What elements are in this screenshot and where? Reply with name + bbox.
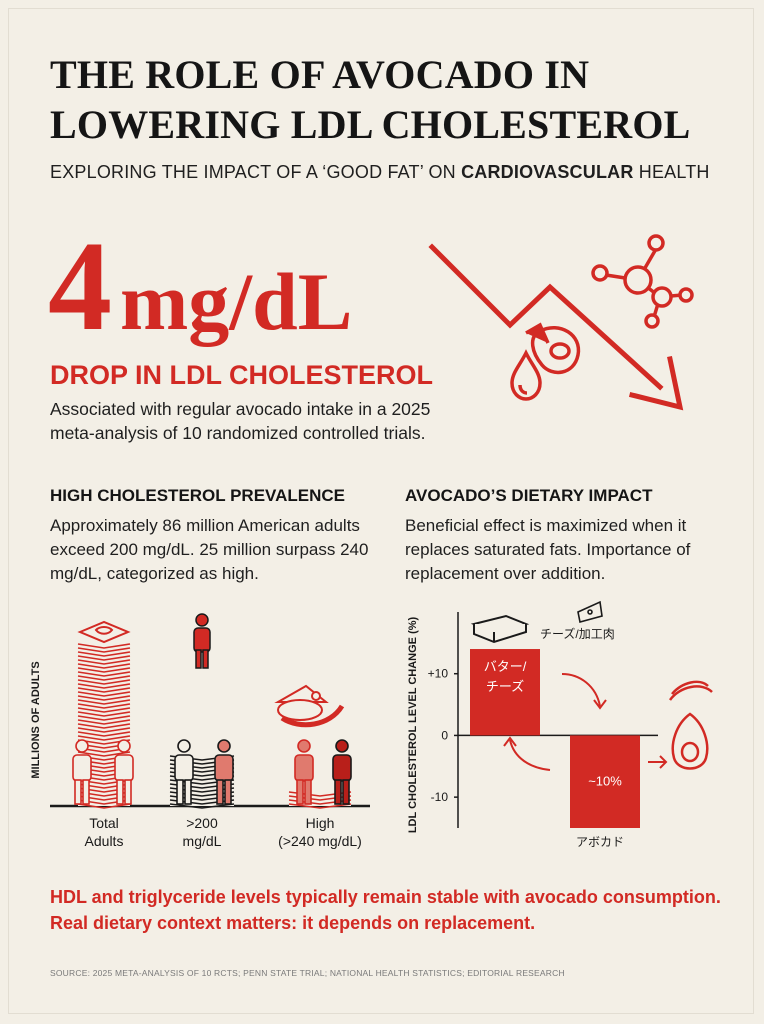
subtitle-pre: EXPLORING THE IMPACT OF A ‘GOOD FAT’ ON [50, 162, 462, 182]
prevalence-bar-layer [77, 659, 131, 665]
page-frame [8, 8, 754, 1014]
prevalence-bar-layer [77, 707, 131, 713]
prevalence-bar-layer [77, 711, 131, 717]
footer-note-line-1: HDL and triglyceride levels typically re… [50, 887, 721, 907]
prevalence-bar-layer [77, 751, 131, 757]
prevalence-bar-layer [77, 691, 131, 697]
prevalence-category-label: Total [89, 815, 119, 831]
butter-icon [470, 614, 530, 644]
person-icon [174, 739, 194, 805]
prevalence-bar-layer [169, 803, 235, 809]
person-icon [214, 739, 234, 805]
prevalence-bar-layer [77, 663, 131, 669]
subtitle-post: HEALTH [633, 162, 710, 182]
impact-y-axis-label: LDL CHOLESTEROL LEVEL CHANGE (%) [407, 616, 419, 833]
arrow-up [509, 739, 551, 771]
footer-note-line-2: Real dietary context matters: it depends… [50, 913, 536, 933]
prevalence-bar-layer [77, 699, 131, 705]
droplet-icon [510, 349, 542, 401]
prevalence-bar-layer [77, 683, 131, 689]
footer-note: HDL and triglyceride levels typically re… [50, 884, 740, 936]
impact-chart: LDL CHOLESTEROL LEVEL CHANGE (%) +10 0 -10… [407, 600, 713, 849]
prevalence-bar-layer [77, 715, 131, 721]
impact-y-tick-label: 0 [441, 728, 448, 742]
arrowhead [593, 699, 607, 710]
impact-bar [570, 735, 640, 828]
prevalence-bar-layer [77, 803, 131, 809]
impact-bar [470, 649, 540, 736]
prevalence-bar-layer [77, 651, 131, 657]
impact-y-tick-label: +10 [428, 667, 449, 681]
prevalence-bar-layer [77, 695, 131, 701]
prevalence-bar-layer [77, 719, 131, 725]
downtrend-arrow-icon [428, 243, 684, 411]
prevalence-category-label: Adults [85, 833, 124, 849]
prevalence-description: Approximately 86 million American adults… [50, 516, 369, 583]
headline-stat-description: Associated with regular avocado intake i… [50, 399, 431, 443]
person-on-top-icon [193, 613, 211, 669]
prevalence-category-label: High [306, 815, 335, 831]
hero-illustration [428, 234, 694, 411]
page-title: THE ROLE OF AVOCADO IN LOWERING LDL CHOL… [50, 50, 730, 150]
total-stack-cap-icon [77, 620, 131, 644]
person-icon [114, 739, 134, 805]
title-line-1: THE ROLE OF AVOCADO IN [50, 52, 590, 97]
headline-stat-value: 4mg/dL [48, 222, 352, 350]
prevalence-category-label: mg/dL [183, 833, 222, 849]
arrowhead [503, 736, 517, 747]
person-icon [332, 739, 352, 805]
prevalence-bar-layer [77, 687, 131, 693]
prevalence-bar-layer [77, 647, 131, 653]
impact-bar-label: ~10% [588, 774, 622, 789]
prevalence-bar-layer [77, 671, 131, 677]
arrow-down [561, 673, 601, 707]
page-subtitle: EXPLORING THE IMPACT OF A ‘GOOD FAT’ ON … [50, 160, 730, 184]
sausage-icon [668, 680, 713, 701]
molecule-icon [591, 234, 694, 329]
prevalence-bar-layer [77, 643, 131, 649]
prevalence-category-label: >200 [186, 815, 218, 831]
impact-bar-label: チーズ [486, 679, 524, 694]
headline-stat-number: 4 [48, 215, 112, 357]
prevalence-category-label: (>240 mg/dL) [278, 833, 362, 849]
meat-icon [525, 322, 581, 375]
prevalence-chart: MILLIONS OF ADULTS Total Adults >200 mg/dL H… [30, 613, 370, 849]
prevalence-title: HIGH CHOLESTEROL PREVALENCE [50, 486, 346, 505]
food-pile-icon [274, 684, 345, 728]
prevalence-y-axis-label: MILLIONS OF ADULTS [30, 661, 42, 778]
arrowhead [659, 755, 668, 769]
person-icon [72, 739, 92, 805]
subtitle-bold: CARDIOVASCULAR [461, 162, 634, 182]
prevalence-bar-layer [77, 667, 131, 673]
impact-description: Beneficial effect is maximized when it r… [405, 516, 691, 583]
impact-title: AVOCADO’S DIETARY IMPACT [405, 486, 653, 505]
impact-y-tick-label: -10 [431, 790, 449, 804]
impact-bottom-annotation: アボカド [576, 835, 624, 849]
person-icon [294, 739, 314, 805]
prevalence-bar-layer [77, 675, 131, 681]
impact-top-annotation: チーズ/加工肉 [540, 626, 615, 641]
prevalence-bar-layer [77, 703, 131, 709]
prevalence-bar-layer [77, 679, 131, 685]
prevalence-bar-layer [77, 723, 131, 729]
avocado-icon [671, 712, 709, 770]
prevalence-bar-layer [77, 727, 131, 733]
replacement-arrows [503, 673, 668, 771]
prevalence-bar-layer [77, 655, 131, 661]
prevalence-bar-layer [77, 731, 131, 737]
impact-bar-label: バター/ [484, 659, 527, 674]
title-line-2: LOWERING LDL CHOLESTEROL [50, 102, 691, 147]
prevalence-bar-layer [77, 735, 131, 741]
headline-stat-label: DROP IN LDL CHOLESTEROL [50, 360, 434, 390]
source-note: SOURCE: 2025 META-ANALYSIS OF 10 RCTS; P… [50, 968, 565, 978]
cheese-icon [577, 600, 603, 623]
headline-stat-unit: mg/dL [120, 256, 353, 347]
prevalence-bar-layer [288, 803, 352, 809]
